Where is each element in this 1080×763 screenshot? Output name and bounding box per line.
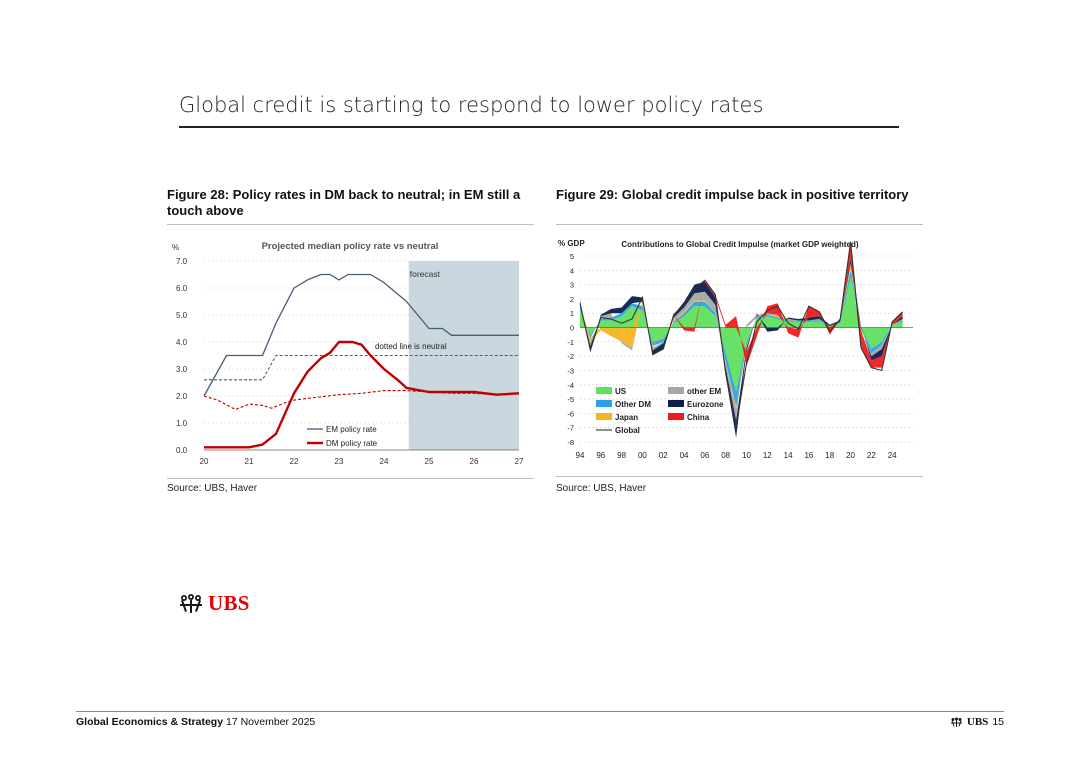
x-tick-label: 24 bbox=[888, 451, 897, 460]
ubs-keys-icon bbox=[180, 593, 202, 613]
x-tick-label: 94 bbox=[576, 451, 585, 460]
figure-28-source: Source: UBS, Haver bbox=[167, 483, 258, 494]
footer-department: Global Economics & Strategy bbox=[76, 716, 224, 728]
y-tick-label: 0.0 bbox=[176, 446, 188, 455]
y-axis-unit: % bbox=[172, 243, 179, 252]
figure-28-chart: forecast 0.0 1.0 2.0 3.0 4.0 5.0 6.0 7.0 20 21 22 23… bbox=[172, 241, 524, 466]
footer-ubs-keys-icon bbox=[950, 717, 962, 727]
y-axis-unit: % GDP bbox=[558, 239, 585, 248]
stacked-area-us bbox=[580, 277, 903, 392]
legend-label: EM policy rate bbox=[326, 425, 377, 434]
x-tick-label: 96 bbox=[596, 451, 605, 460]
footer-brand: UBS bbox=[966, 716, 989, 728]
y-tick-label: -4 bbox=[567, 381, 574, 390]
figure-29-bottom-rule bbox=[556, 476, 923, 477]
figure-28-title: Figure 28: Policy rates in DM back to ne… bbox=[167, 187, 521, 218]
x-tick-label: 20 bbox=[846, 451, 855, 460]
figure-28-top-rule bbox=[167, 224, 534, 225]
y-tick-label: 2 bbox=[570, 295, 574, 304]
y-tick-label: 4.0 bbox=[176, 338, 188, 347]
x-tick-label: 26 bbox=[470, 457, 479, 466]
x-tick-label: 02 bbox=[659, 451, 668, 460]
x-tick-label: 23 bbox=[335, 457, 344, 466]
footer-rule bbox=[76, 711, 1004, 712]
x-tick-label: 16 bbox=[804, 451, 813, 460]
ubs-logo-text: UBS bbox=[208, 591, 250, 615]
legend-swatch bbox=[596, 413, 612, 420]
series-line-dm-neutral bbox=[203, 390, 520, 411]
y-tick-label: -5 bbox=[567, 395, 574, 404]
legend-swatch bbox=[668, 387, 684, 394]
y-tick-label: 3 bbox=[570, 281, 574, 290]
y-tick-label: 5.0 bbox=[176, 311, 188, 320]
legend-swatch bbox=[668, 400, 684, 407]
y-tick-label: -1 bbox=[567, 338, 574, 347]
legend-label: Japan bbox=[615, 413, 638, 422]
y-tick-label: -7 bbox=[567, 424, 574, 433]
y-tick-label: 5 bbox=[570, 252, 574, 261]
legend-label: Eurozone bbox=[687, 400, 724, 409]
x-tick-label: 22 bbox=[290, 457, 299, 466]
footer-date: 17 November 2025 bbox=[225, 716, 316, 728]
x-tick-label: 06 bbox=[700, 451, 709, 460]
x-tick-label: 08 bbox=[721, 451, 730, 460]
legend-label: other EM bbox=[687, 387, 722, 396]
y-tick-label: -8 bbox=[567, 438, 574, 447]
series-line-em-neutral bbox=[204, 354, 519, 381]
y-tick-label: 2.0 bbox=[176, 392, 188, 401]
ubs-logo: UBS bbox=[178, 591, 250, 616]
x-tick-label: 21 bbox=[245, 457, 254, 466]
chart-annotation: dotted line is neutral bbox=[375, 342, 447, 351]
x-tick-label: 98 bbox=[617, 451, 626, 460]
y-tick-label: 3.0 bbox=[176, 365, 188, 374]
legend-label: US bbox=[615, 387, 627, 396]
footer-left: Global Economics & Strategy 17 November … bbox=[76, 716, 315, 728]
x-tick-label: 00 bbox=[638, 451, 647, 460]
legend-label: Other DM bbox=[615, 400, 651, 409]
series-line-em-policy-rate bbox=[203, 273, 519, 397]
chart-28-subtitle: Projected median policy rate vs neutral bbox=[262, 241, 439, 252]
y-tick-label: -3 bbox=[567, 366, 574, 375]
y-tick-label: 1.0 bbox=[176, 419, 188, 428]
legend-swatch bbox=[668, 413, 684, 420]
figure-29-chart: % GDP Contributions to Global Credit Impu… bbox=[558, 239, 913, 460]
series-line-dm-policy-rate bbox=[204, 340, 520, 449]
x-tick-label: 22 bbox=[867, 451, 876, 460]
footer-right: UBS 15 bbox=[950, 716, 1004, 728]
page-number: 15 bbox=[992, 716, 1004, 728]
y-tick-label: -2 bbox=[567, 352, 574, 361]
y-tick-label: 7.0 bbox=[176, 257, 188, 266]
figure-29-title: Figure 29: Global credit impulse back in… bbox=[556, 187, 909, 202]
title-underline bbox=[179, 126, 899, 128]
y-tick-label: 6.0 bbox=[176, 284, 188, 293]
x-tick-label: 24 bbox=[380, 457, 389, 466]
figure-28-bottom-rule bbox=[167, 478, 534, 479]
chart-29-subtitle: Contributions to Global Credit Impulse (… bbox=[621, 240, 859, 249]
legend-swatch bbox=[596, 387, 612, 394]
figure-29-top-rule bbox=[556, 224, 923, 225]
x-tick-label: 04 bbox=[680, 451, 689, 460]
x-tick-label: 12 bbox=[763, 451, 772, 460]
legend-swatch bbox=[596, 400, 612, 407]
figure-29-source: Source: UBS, Haver bbox=[556, 483, 647, 494]
x-tick-label: 14 bbox=[784, 451, 793, 460]
y-tick-label: 4 bbox=[570, 266, 574, 275]
y-tick-label: -6 bbox=[567, 409, 574, 418]
y-tick-label: 1 bbox=[570, 309, 574, 318]
x-tick-label: 27 bbox=[515, 457, 524, 466]
legend-label: China bbox=[687, 413, 710, 422]
forecast-label: forecast bbox=[410, 269, 441, 279]
legend-label: Global bbox=[615, 426, 640, 435]
legend-label: DM policy rate bbox=[326, 439, 378, 448]
slide-title: Global credit is starting to respond to … bbox=[179, 93, 764, 117]
x-tick-label: 25 bbox=[425, 457, 434, 466]
x-tick-label: 10 bbox=[742, 451, 751, 460]
x-tick-label: 20 bbox=[200, 457, 209, 466]
x-tick-label: 18 bbox=[825, 451, 834, 460]
y-tick-label: 0 bbox=[570, 324, 574, 333]
series-line-global bbox=[579, 241, 903, 427]
